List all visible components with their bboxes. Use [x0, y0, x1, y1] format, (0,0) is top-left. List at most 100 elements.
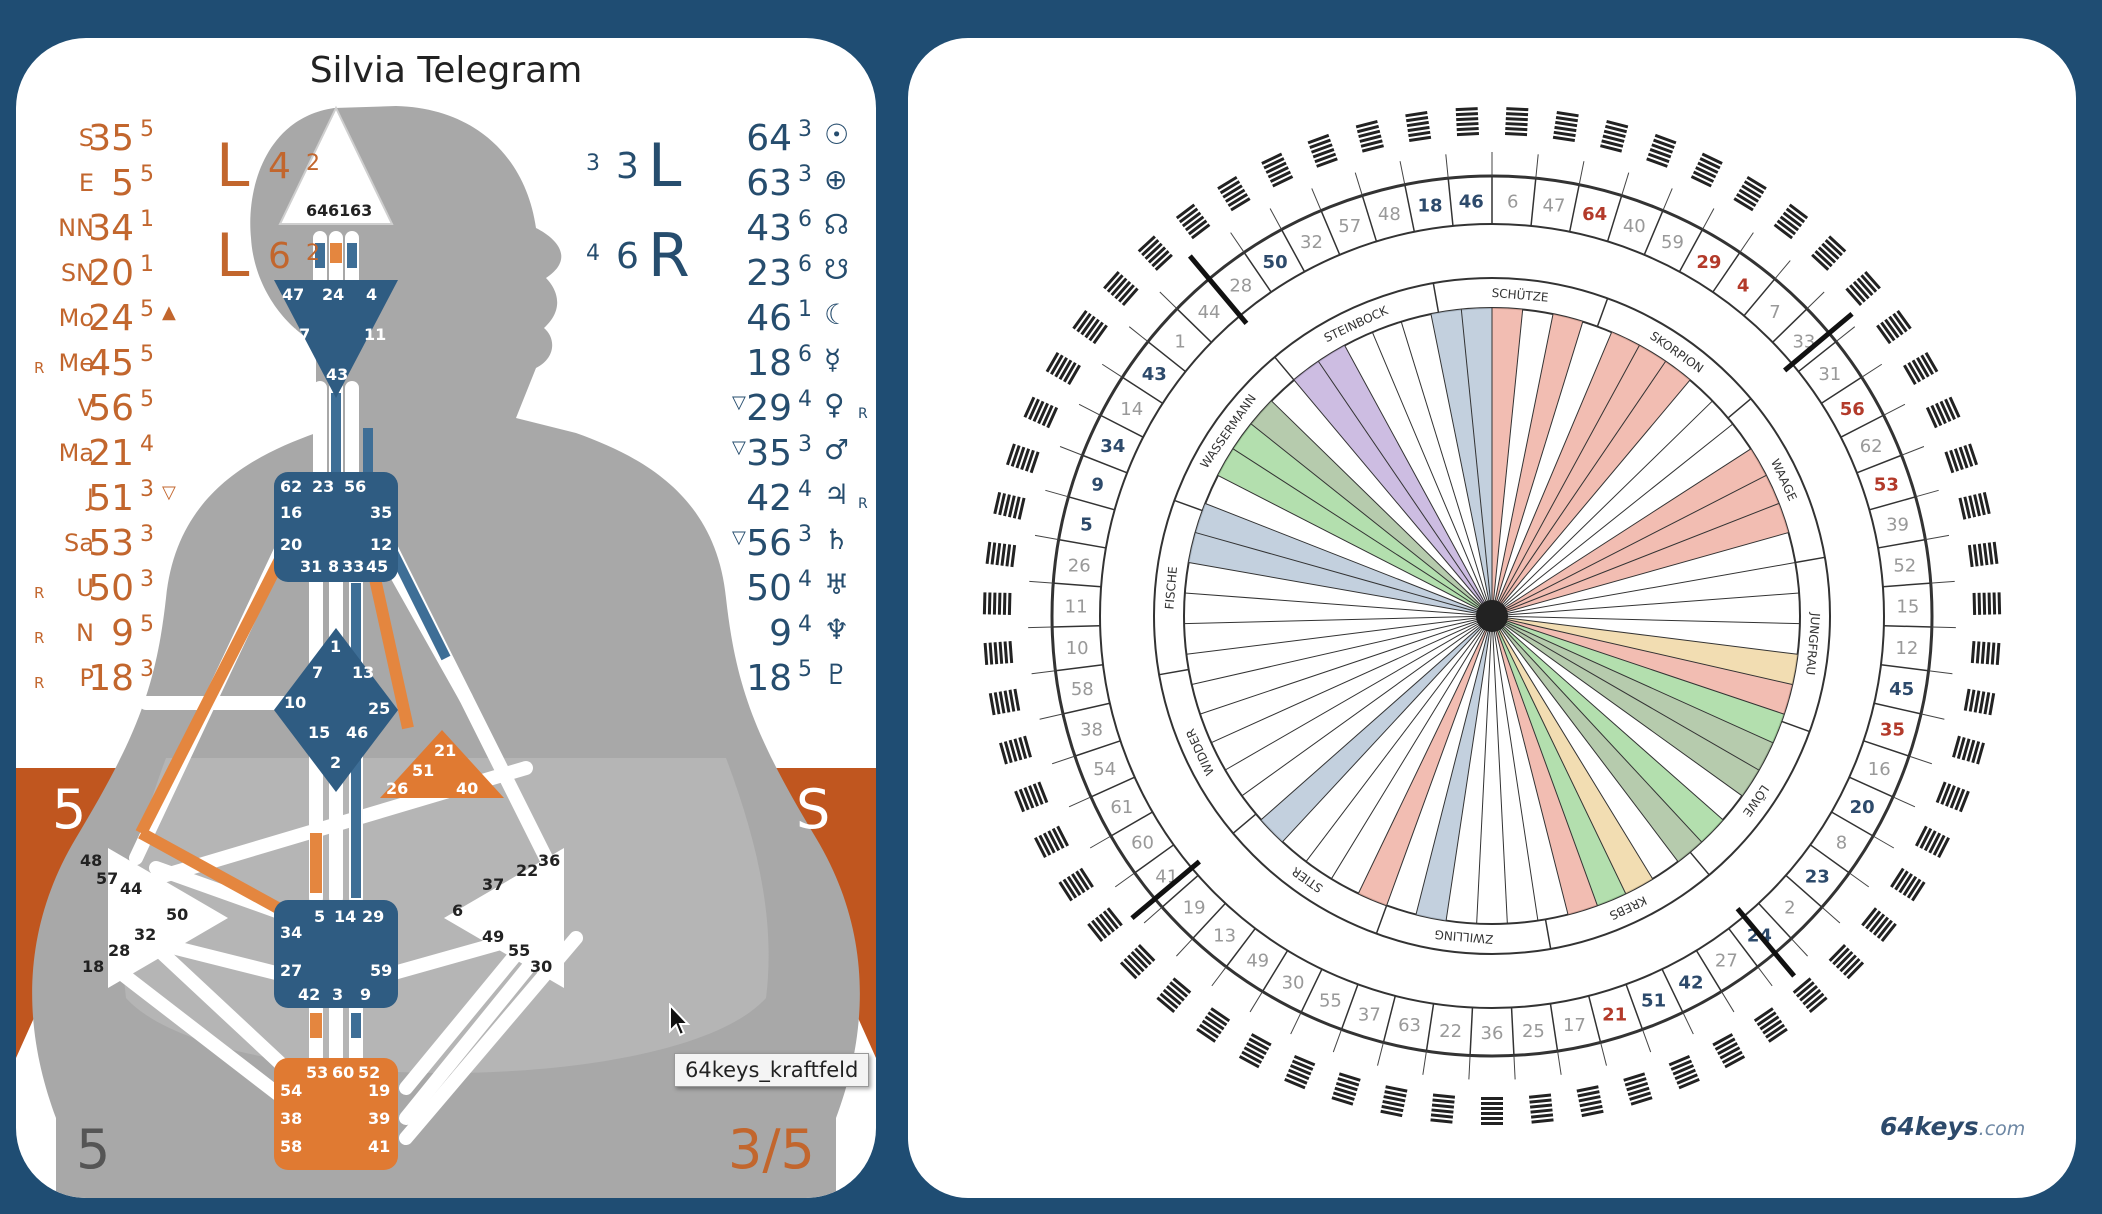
wheel-gate-number: 35	[1880, 720, 1905, 741]
gate-divider	[1849, 776, 1894, 798]
gate-divider	[1712, 252, 1741, 293]
wheel-gate-number: 2	[1784, 897, 1795, 918]
gate-label: 17	[288, 325, 310, 344]
planet-label: S	[79, 124, 94, 152]
gate-number: 46	[746, 298, 792, 339]
wheel-spoke	[1491, 615, 1508, 924]
wheel-gate-number: 15	[1896, 597, 1919, 618]
fixing-marker: ▽	[162, 482, 176, 503]
design-activation-row: R U50 3	[34, 567, 154, 609]
gate-label: 49	[482, 927, 504, 946]
gate-divider	[1340, 984, 1359, 1030]
wheel-gate-number: 40	[1623, 216, 1646, 237]
gate-label: 3	[332, 985, 343, 1004]
planet-label: Me	[59, 349, 94, 377]
line-number: 3	[798, 432, 812, 457]
hexagram-icon	[1845, 270, 1881, 306]
wheel-spoke	[1211, 615, 1493, 744]
wheel-gate-number: 26	[1068, 555, 1091, 576]
fixing-marker: ▽	[732, 392, 746, 413]
profile-corner-bottom-left: 5	[76, 1118, 110, 1181]
hexagram-icon	[1504, 107, 1529, 137]
planet-label: V	[78, 394, 95, 422]
wheel-spoke	[1476, 615, 1493, 924]
wheel-spoke	[1491, 400, 1713, 617]
gate-label: 61	[328, 201, 350, 220]
wheel-hexagrams	[982, 107, 2002, 1125]
wheel-gate-number: 39	[1886, 514, 1909, 535]
planet-label: SN	[61, 259, 94, 287]
wheel-spoke	[1430, 314, 1493, 617]
gate-label: 40	[456, 779, 478, 798]
gate-divider	[1082, 454, 1128, 474]
hexagram-icon	[1972, 592, 2002, 616]
gate-number: 9	[769, 613, 792, 654]
gate-divider	[1425, 1003, 1435, 1052]
gate-divider	[1643, 210, 1664, 256]
bodygraph-panel: 64 61 63 48 57 44 50 32 28 18 36 22 37 6…	[16, 38, 876, 1198]
wheel-spoke	[1491, 314, 1554, 617]
ego-center	[380, 730, 504, 798]
wheel-gate-number: 19	[1183, 897, 1206, 918]
quarter-divider	[1735, 907, 1797, 978]
fixing-marker: ▽	[732, 437, 746, 458]
personality-variable-base: 4	[586, 241, 600, 266]
wheel-spoke	[1491, 321, 1584, 617]
design-variable-arrow: L	[216, 131, 250, 201]
gate-number: 20	[88, 253, 134, 294]
wheel-center	[1476, 600, 1508, 632]
gate-divider	[1062, 702, 1110, 715]
gate-divider	[1877, 538, 1926, 549]
planet-icon: ♆	[824, 613, 849, 646]
planet-icon: ☋	[824, 253, 849, 286]
personality-activation-row: 46 1 ☾	[746, 297, 849, 339]
gate-label: 50	[166, 905, 188, 924]
hexagram-icon	[1528, 1093, 1554, 1124]
planet-label: E	[79, 169, 94, 197]
gate-divider	[1840, 414, 1884, 438]
wheel-spoke	[1184, 592, 1493, 617]
personality-activation-row: 42 4 ♃ R	[746, 477, 868, 519]
hexagram-icon	[1668, 1054, 1700, 1090]
line-number: 3	[140, 657, 154, 682]
personality-activation-row: 18 5 ♇	[746, 657, 849, 699]
gate-labels: 64 61 63 48 57 44 50 32 28 18 36 22 37 6…	[80, 201, 560, 1156]
hexagram-icon	[1455, 107, 1480, 137]
gate-label: 13	[352, 663, 374, 682]
personality-activation-row: 9 4 ♆	[769, 612, 849, 654]
wheel-sector	[1493, 623, 1598, 915]
gate-divider	[1695, 950, 1723, 992]
hexagram-icon	[1137, 235, 1173, 271]
gate-number: 18	[746, 343, 792, 384]
wheel-sector	[1495, 332, 1640, 609]
hexagram-icon	[1811, 235, 1847, 271]
gate-number: 35	[88, 118, 134, 159]
gate-divider	[1243, 252, 1272, 293]
wheel-spoke	[1191, 615, 1493, 686]
gate-label: 27	[280, 961, 302, 980]
hexagram-icon	[1217, 175, 1251, 212]
gate-divider	[1225, 928, 1256, 968]
hexagram-icon	[1014, 781, 1049, 813]
wheel-gate-number: 57	[1338, 216, 1361, 237]
design-variable-base: 2	[306, 151, 320, 176]
wheel-spoke	[1282, 615, 1493, 843]
wheel-gate-number: 63	[1398, 1015, 1421, 1036]
line-number: 4	[798, 567, 812, 592]
gate-label: 4	[366, 285, 377, 304]
wheel-spoke	[1491, 615, 1798, 655]
gate-divider	[1869, 496, 1916, 511]
wheel-sector	[1495, 345, 1666, 610]
wheel-gate-number: 4	[1737, 275, 1750, 296]
wheel-spoke	[1491, 615, 1539, 921]
wheel-spoke	[1491, 592, 1800, 617]
gate-divider	[1176, 308, 1212, 343]
wheel-gate-number: 25	[1522, 1021, 1545, 1042]
planet-icon: ⊕	[824, 163, 847, 196]
gate-label: 60	[332, 1063, 354, 1082]
planet-icon: ♅	[824, 568, 849, 601]
wheel-gate-number: 42	[1678, 972, 1703, 993]
gate-divider	[1404, 184, 1416, 232]
